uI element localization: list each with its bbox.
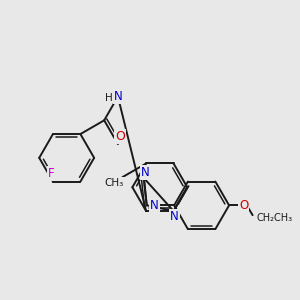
Text: CH₃: CH₃ bbox=[105, 178, 124, 188]
Text: H: H bbox=[105, 92, 113, 103]
Text: N: N bbox=[170, 210, 179, 224]
Text: N: N bbox=[140, 166, 149, 178]
Text: O: O bbox=[115, 130, 125, 143]
Text: CH₂CH₃: CH₂CH₃ bbox=[256, 213, 293, 223]
Text: N: N bbox=[150, 199, 159, 212]
Text: F: F bbox=[48, 167, 54, 180]
Text: N: N bbox=[113, 90, 122, 103]
Text: O: O bbox=[239, 199, 248, 212]
